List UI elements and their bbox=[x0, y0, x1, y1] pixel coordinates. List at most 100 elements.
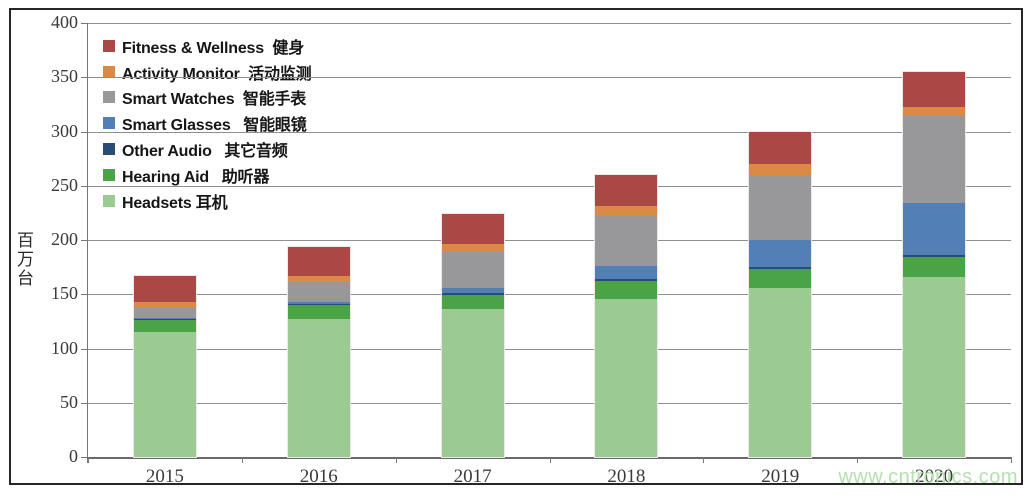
x-axis-line bbox=[87, 457, 1011, 459]
legend-swatch-hearing-aid bbox=[103, 168, 115, 181]
bar-segment-2018-hearing-aid bbox=[595, 281, 658, 299]
bar-segment-2020-smart-glasses bbox=[903, 203, 966, 256]
gridline-150 bbox=[88, 294, 1011, 296]
gridline-200 bbox=[88, 240, 1011, 241]
x-tick-5 bbox=[857, 457, 859, 463]
legend-item-smart-glasses: Smart Glasses 智能眼镜 bbox=[103, 110, 311, 136]
x-tick-0 bbox=[88, 457, 89, 463]
bar-segment-2018-headsets bbox=[595, 298, 658, 457]
bar-2020 bbox=[903, 71, 966, 457]
y-axis-title: 百万台 bbox=[14, 231, 33, 288]
bar-segment-2019-activity-monitor bbox=[749, 164, 812, 175]
x-label-2017: 2017 bbox=[453, 466, 492, 487]
legend-label-other-audio: Other Audio 其它音频 bbox=[122, 143, 288, 161]
bar-segment-2020-other-audio bbox=[903, 255, 966, 258]
y-tick-400 bbox=[81, 23, 88, 24]
bar-segment-2017-smart-glasses bbox=[441, 287, 504, 294]
y-tick-250 bbox=[81, 185, 88, 187]
bar-2019 bbox=[749, 131, 812, 457]
legend-item-activity-monitor: Activity Monitor 活动监测 bbox=[103, 59, 312, 85]
legend-swatch-smart-watches bbox=[103, 91, 115, 104]
bar-segment-2017-activity-monitor bbox=[441, 244, 504, 252]
legend-item-fitness-wellness: Fitness & Wellness 健身 bbox=[103, 33, 311, 59]
x-label-2018: 2018 bbox=[607, 466, 646, 487]
gridline-400 bbox=[88, 23, 1011, 24]
x-label-2019: 2019 bbox=[761, 466, 800, 487]
gridline-350 bbox=[88, 77, 1011, 79]
x-tick-4 bbox=[703, 457, 705, 463]
gridline-50 bbox=[88, 402, 1011, 404]
bar-segment-2017-headsets bbox=[441, 309, 504, 457]
bar-segment-2015-smart-watches bbox=[133, 308, 196, 319]
bar-segment-2015-hearing-aid bbox=[133, 320, 196, 333]
bar-segment-2020-hearing-aid bbox=[903, 257, 966, 277]
gridline-250 bbox=[88, 185, 1011, 187]
bar-segment-2018-activity-monitor bbox=[595, 206, 658, 216]
bar-segment-2019-fitness-wellness bbox=[749, 131, 812, 165]
bar-segment-2017-hearing-aid bbox=[441, 295, 504, 310]
y-tick-300 bbox=[81, 131, 88, 133]
bar-segment-2016-smart-watches bbox=[287, 282, 350, 302]
y-tick-0 bbox=[81, 457, 88, 458]
bar-2018 bbox=[595, 174, 658, 457]
bar-segment-2015-headsets bbox=[133, 332, 196, 457]
legend-swatch-smart-glasses bbox=[103, 117, 115, 130]
y-tick-label-350: 350 bbox=[51, 66, 78, 87]
y-tick-350 bbox=[81, 77, 88, 79]
gridline-100 bbox=[88, 348, 1011, 350]
bar-segment-2020-smart-watches bbox=[903, 116, 966, 204]
bar-segment-2016-hearing-aid bbox=[287, 305, 350, 320]
legend-label-activity-monitor: Activity Monitor 活动监测 bbox=[122, 65, 312, 83]
y-tick-label-100: 100 bbox=[51, 337, 78, 358]
x-label-2015: 2015 bbox=[145, 466, 184, 487]
bar-segment-2018-fitness-wellness bbox=[595, 174, 658, 207]
bar-segment-2019-other-audio bbox=[749, 267, 812, 270]
y-tick-50 bbox=[81, 402, 88, 404]
y-tick-label-250: 250 bbox=[51, 174, 78, 195]
y-tick-label-200: 200 bbox=[51, 229, 78, 249]
bar-segment-2016-headsets bbox=[287, 319, 350, 457]
legend: Fitness & Wellness 健身 Activity Monitor 活动… bbox=[103, 33, 312, 214]
legend-item-other-audio: Other Audio 其它音频 bbox=[103, 136, 311, 162]
bar-segment-2015-other-audio bbox=[133, 319, 196, 321]
bar-segment-2017-smart-watches bbox=[441, 251, 504, 288]
y-tick-label-0: 0 bbox=[69, 446, 78, 466]
legend-label-smart-glasses: Smart Glasses 智能眼镜 bbox=[122, 117, 307, 135]
legend-label-headsets: Headsets 耳机 bbox=[122, 194, 228, 212]
x-tick-2 bbox=[395, 457, 397, 463]
bar-segment-2019-hearing-aid bbox=[749, 269, 812, 288]
y-tick-label-300: 300 bbox=[51, 120, 78, 141]
legend-label-fitness-wellness: Fitness & Wellness 健身 bbox=[122, 39, 305, 57]
legend-item-hearing-aid: Hearing Aid 助听器 bbox=[103, 162, 311, 188]
bar-segment-2018-smart-glasses bbox=[595, 266, 658, 280]
bar-2015 bbox=[133, 275, 196, 457]
bar-segment-2015-smart-glasses bbox=[133, 318, 196, 320]
legend-swatch-headsets bbox=[103, 194, 115, 207]
bar-segment-2017-fitness-wellness bbox=[441, 213, 504, 245]
bar-segment-2020-fitness-wellness bbox=[903, 71, 966, 107]
legend-swatch-activity-monitor bbox=[103, 65, 115, 78]
y-tick-150 bbox=[81, 294, 88, 296]
chart-border-frame bbox=[9, 8, 1023, 485]
x-tick-3 bbox=[549, 457, 551, 463]
legend-label-hearing-aid: Hearing Aid 助听器 bbox=[122, 168, 270, 186]
y-tick-label-150: 150 bbox=[51, 283, 78, 304]
bar-segment-2019-smart-watches bbox=[749, 174, 812, 241]
bar-segment-2015-activity-monitor bbox=[133, 301, 196, 309]
legend-item-smart-watches: Smart Watches 智能手表 bbox=[103, 85, 311, 111]
bar-segment-2016-activity-monitor bbox=[287, 275, 350, 283]
bar-segment-2018-other-audio bbox=[595, 279, 658, 282]
y-axis-line bbox=[87, 23, 88, 463]
bar-segment-2019-smart-glasses bbox=[749, 240, 812, 268]
bar-segment-2016-other-audio bbox=[287, 304, 350, 306]
bar-segment-2019-headsets bbox=[749, 287, 812, 457]
x-tick-1 bbox=[241, 457, 243, 463]
bar-segment-2018-smart-watches bbox=[595, 215, 658, 267]
bar-segment-2020-headsets bbox=[903, 276, 966, 457]
bar-segment-2015-fitness-wellness bbox=[133, 275, 196, 302]
legend-item-headsets: Headsets 耳机 bbox=[103, 188, 311, 214]
bar-segment-2016-smart-glasses bbox=[287, 301, 350, 305]
y-tick-100 bbox=[81, 348, 88, 350]
bar-2017 bbox=[441, 213, 504, 457]
